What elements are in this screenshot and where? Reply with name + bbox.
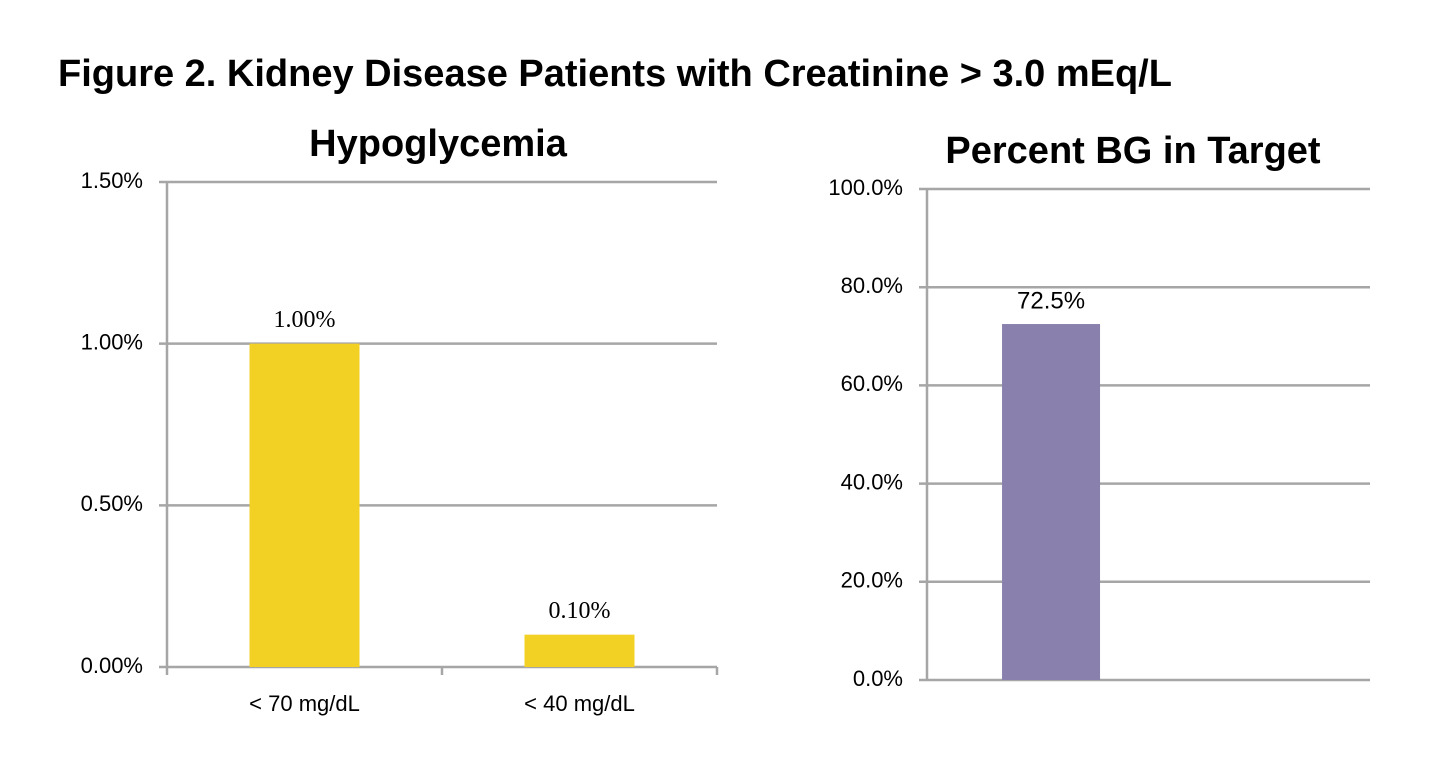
bar bbox=[524, 634, 635, 667]
chart-title: Hypoglycemia bbox=[309, 123, 568, 165]
y-tick-label: 0.00% bbox=[81, 653, 143, 678]
y-tick-label: 0.50% bbox=[81, 491, 143, 516]
bar bbox=[249, 343, 360, 667]
chart-title: Percent BG in Target bbox=[945, 130, 1321, 172]
bar bbox=[1002, 324, 1101, 680]
y-tick-label: 40.0% bbox=[841, 469, 903, 494]
value-label: 1.00% bbox=[274, 307, 336, 333]
value-label: 72.5% bbox=[1017, 287, 1085, 314]
y-tick-label: 60.0% bbox=[841, 371, 903, 396]
value-label: 0.10% bbox=[549, 598, 611, 624]
y-tick-label: 1.00% bbox=[81, 329, 143, 354]
x-tick-label: < 40 mg/dL bbox=[524, 691, 635, 716]
y-tick-label: 80.0% bbox=[841, 273, 903, 298]
y-tick-label: 1.50% bbox=[81, 168, 143, 193]
y-tick-label: 100.0% bbox=[828, 175, 903, 200]
figure-title: Figure 2. Kidney Disease Patients with C… bbox=[58, 53, 1172, 95]
y-tick-label: 0.0% bbox=[853, 666, 903, 691]
x-tick-label: < 70 mg/dL bbox=[249, 691, 360, 716]
y-tick-label: 20.0% bbox=[841, 568, 903, 593]
